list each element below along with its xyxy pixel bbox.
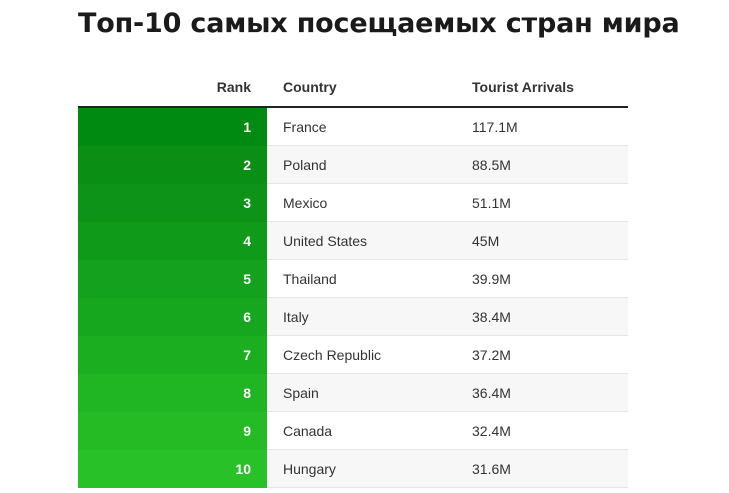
country-cell: United States bbox=[267, 221, 456, 260]
table-row: 9 Canada 32.4M bbox=[78, 411, 628, 450]
rank-cell: 8 bbox=[78, 373, 267, 412]
table-row: 6 Italy 38.4M bbox=[78, 297, 628, 336]
tourist-arrivals-cell: 51.1M bbox=[456, 183, 628, 222]
rank-cell: 10 bbox=[78, 449, 267, 488]
column-header-tourist-arrivals[interactable]: Tourist Arrivals bbox=[456, 68, 628, 108]
tourist-arrivals-cell: 45M bbox=[456, 221, 628, 260]
table-row: 1 France 117.1M bbox=[78, 107, 628, 146]
tourist-arrivals-cell: 88.5M bbox=[456, 145, 628, 184]
country-cell: Hungary bbox=[267, 449, 456, 488]
tourist-arrivals-cell: 117.1M bbox=[456, 107, 628, 146]
country-cell: Poland bbox=[267, 145, 456, 184]
table-body: 1 France 117.1M 2 Poland 88.5M 3 Mexico 51.1M 4 Un… bbox=[78, 107, 628, 488]
column-header-rank[interactable]: Rank bbox=[78, 68, 267, 108]
tourist-arrivals-cell: 39.9M bbox=[456, 259, 628, 298]
column-header-country[interactable]: Country bbox=[267, 68, 456, 108]
tourist-arrivals-cell: 37.2M bbox=[456, 335, 628, 374]
table-row: 10 Hungary 31.6M bbox=[78, 449, 628, 488]
country-cell: Italy bbox=[267, 297, 456, 336]
tourist-arrivals-cell: 36.4M bbox=[456, 373, 628, 412]
tourist-arrivals-cell: 38.4M bbox=[456, 297, 628, 336]
rank-cell: 7 bbox=[78, 335, 267, 374]
table-row: 4 United States 45M bbox=[78, 221, 628, 260]
country-cell: Spain bbox=[267, 373, 456, 412]
rank-cell: 1 bbox=[78, 107, 267, 146]
rank-cell: 4 bbox=[78, 221, 267, 260]
chart-title: Топ-10 самых посещаемых стран мира bbox=[78, 8, 680, 39]
table-row: 8 Spain 36.4M bbox=[78, 373, 628, 412]
rank-cell: 3 bbox=[78, 183, 267, 222]
tourist-arrivals-cell: 31.6M bbox=[456, 449, 628, 488]
table-row: 3 Mexico 51.1M bbox=[78, 183, 628, 222]
table-row: 5 Thailand 39.9M bbox=[78, 259, 628, 298]
country-cell: Canada bbox=[267, 411, 456, 450]
rank-cell: 9 bbox=[78, 411, 267, 450]
rank-cell: 5 bbox=[78, 259, 267, 298]
country-cell: Czech Republic bbox=[267, 335, 456, 374]
country-cell: France bbox=[267, 107, 456, 146]
table-header-row: Rank Country Tourist Arrivals bbox=[78, 68, 628, 108]
rank-cell: 6 bbox=[78, 297, 267, 336]
table-row: 7 Czech Republic 37.2M bbox=[78, 335, 628, 374]
rankings-table: Rank Country Tourist Arrivals 1 France 117… bbox=[78, 68, 628, 488]
country-cell: Mexico bbox=[267, 183, 456, 222]
country-cell: Thailand bbox=[267, 259, 456, 298]
rank-cell: 2 bbox=[78, 145, 267, 184]
tourist-arrivals-cell: 32.4M bbox=[456, 411, 628, 450]
table-row: 2 Poland 88.5M bbox=[78, 145, 628, 184]
